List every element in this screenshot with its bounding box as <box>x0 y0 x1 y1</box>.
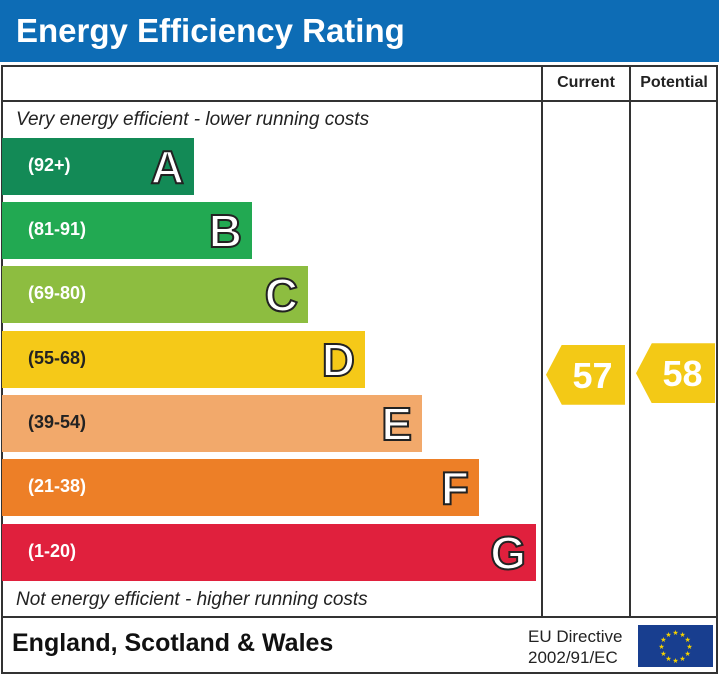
band-range: (1-20) <box>28 541 77 561</box>
svg-text:★: ★ <box>679 655 685 663</box>
svg-text:★: ★ <box>672 629 678 637</box>
band-range: (69-80) <box>28 283 87 303</box>
column-header-potential: Potential <box>640 74 708 91</box>
svg-text:★: ★ <box>672 657 678 665</box>
band-g: (1-20) G <box>2 524 536 581</box>
divider <box>1 616 718 618</box>
svg-text:★: ★ <box>665 655 671 663</box>
band-range: (92+) <box>28 155 71 175</box>
band-a: (92+) A <box>2 138 194 195</box>
band-range: (55-68) <box>28 348 87 368</box>
svg-text:★: ★ <box>679 631 685 639</box>
potential-rating-indicator: 58 <box>636 343 715 404</box>
column-header-current: Current <box>557 74 615 91</box>
svg-text:★: ★ <box>660 650 666 658</box>
svg-text:★: ★ <box>686 643 692 651</box>
svg-text:★: ★ <box>684 636 690 644</box>
band-letter: A <box>150 140 185 194</box>
directive-line2: 2002/91/EC <box>528 648 618 667</box>
band-letter: B <box>208 204 243 258</box>
band-letter: D <box>321 333 356 387</box>
band-range: (39-54) <box>28 412 87 432</box>
top-note: Very energy efficient - lower running co… <box>16 109 370 130</box>
divider <box>629 65 631 618</box>
directive-line1: EU Directive <box>528 627 623 646</box>
band-range: (81-91) <box>28 219 87 239</box>
svg-text:★: ★ <box>658 643 664 651</box>
band-e: (39-54) E <box>2 395 422 452</box>
band-c: (69-80) C <box>2 266 308 323</box>
current-rating-indicator: 57 <box>546 344 625 405</box>
svg-text:★: ★ <box>660 636 666 644</box>
bottom-note: Not energy efficient - higher running co… <box>16 589 368 610</box>
band-range: (21-38) <box>28 476 87 496</box>
band-b: (81-91) B <box>2 202 252 259</box>
svg-text:★: ★ <box>665 631 671 639</box>
divider <box>1 100 718 102</box>
band-letter: F <box>440 461 470 515</box>
eu-directive: EU Directive 2002/91/EC <box>528 626 622 668</box>
svg-text:★: ★ <box>684 650 690 658</box>
band-letter: G <box>489 526 527 580</box>
page-title: Energy Efficiency Rating <box>0 0 719 62</box>
band-f: (21-38) F <box>2 459 479 516</box>
region-label: England, Scotland & Wales <box>12 629 334 657</box>
band-letter: C <box>264 268 299 322</box>
divider <box>541 65 543 618</box>
band-letter: E <box>380 397 413 451</box>
band-d: (55-68) D <box>2 331 365 388</box>
eu-flag-icon: ★ ★★★★★★★★★★★ <box>638 625 713 667</box>
